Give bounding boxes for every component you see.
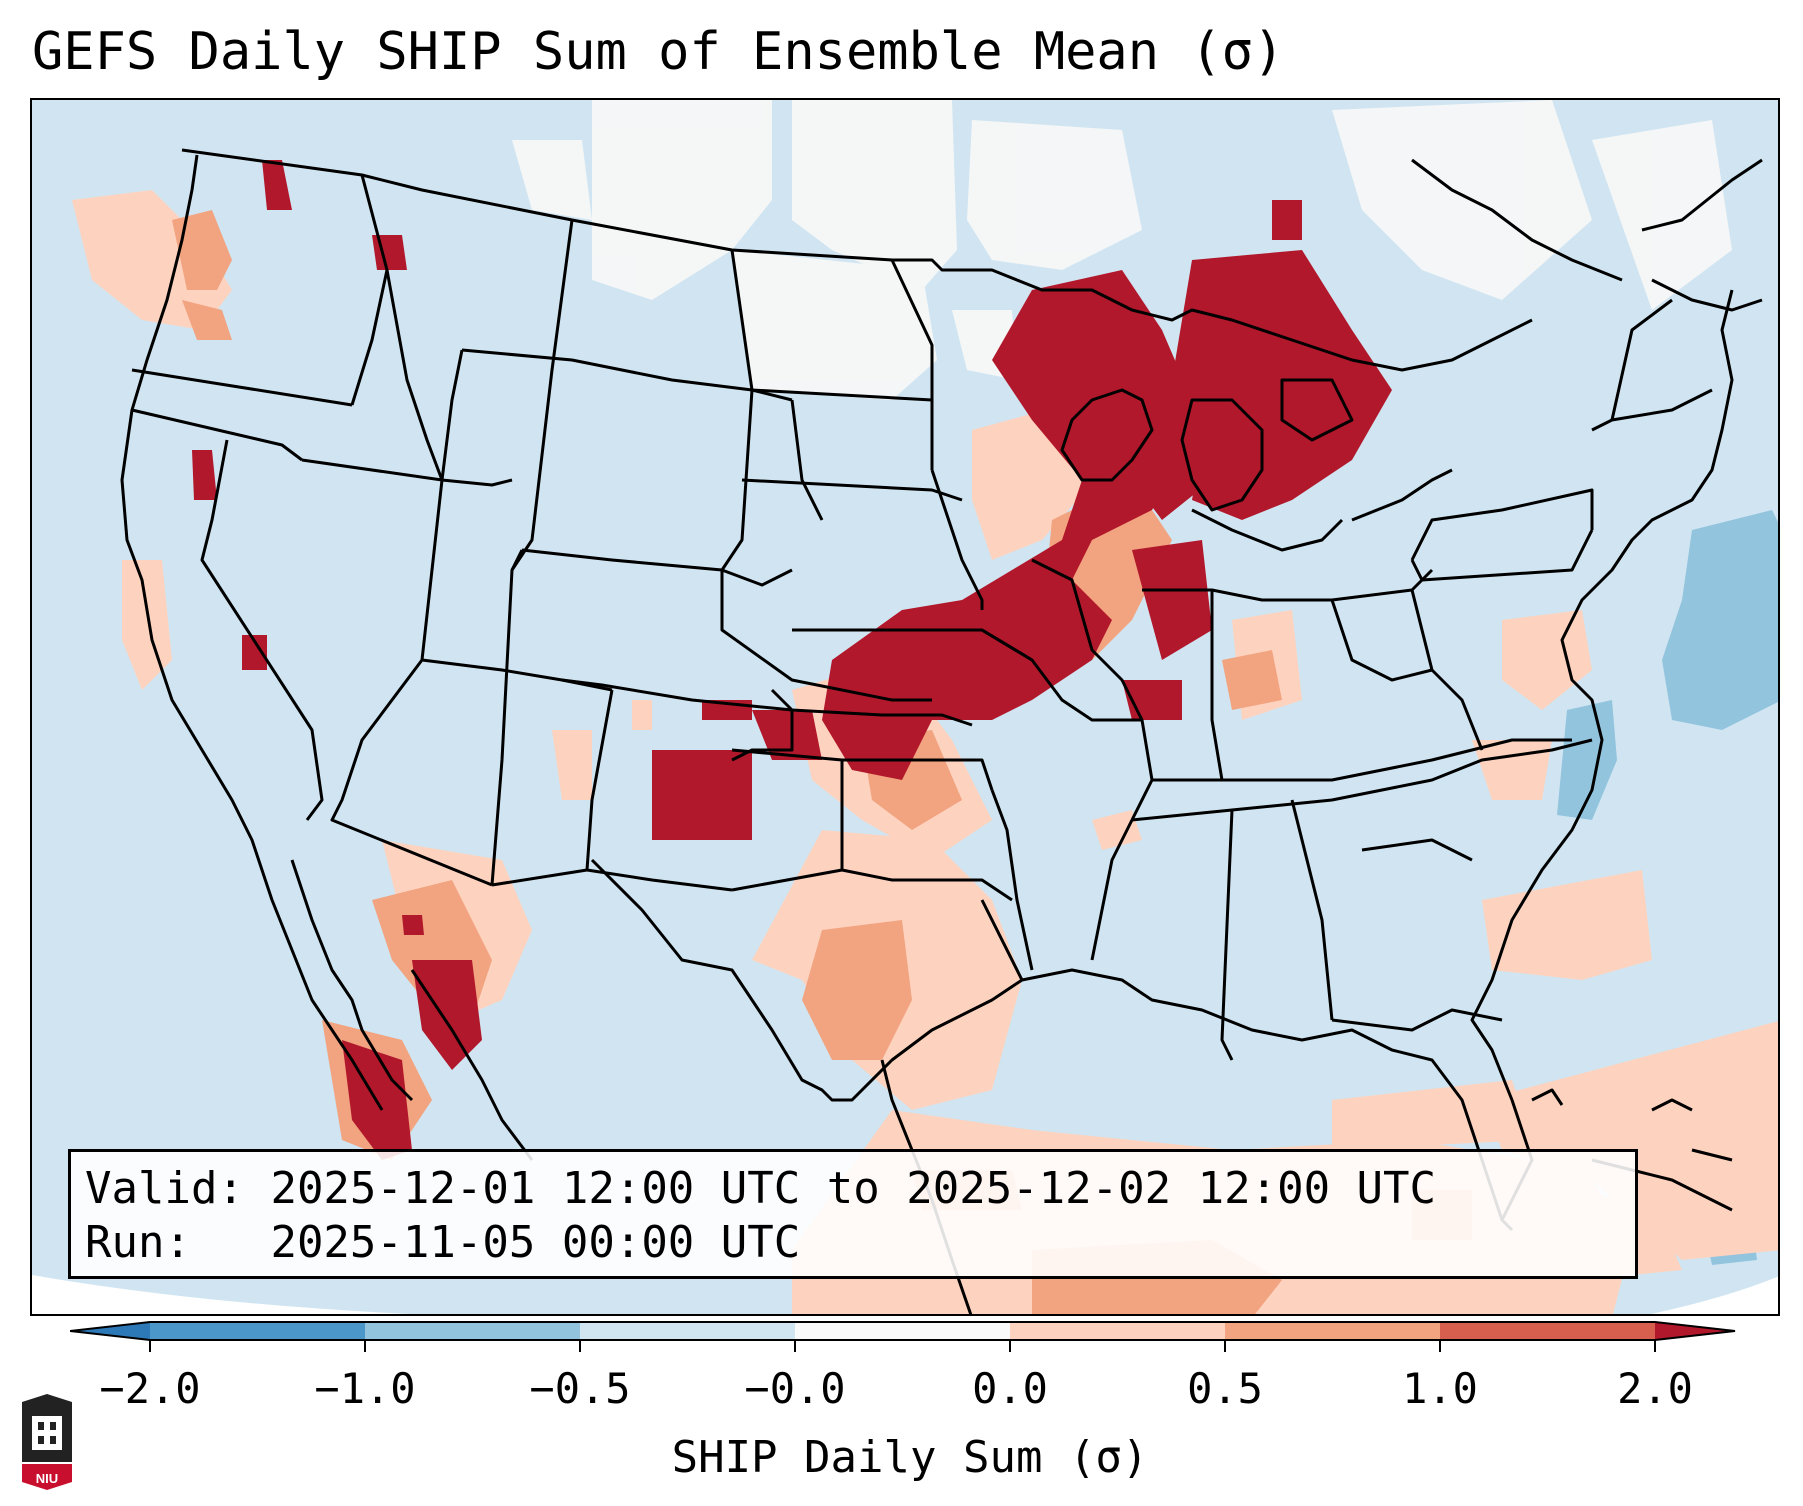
niu-logo-text: NIU xyxy=(35,1471,59,1486)
atlantic-coastline xyxy=(1470,289,1734,1221)
state-border xyxy=(980,899,1024,981)
valid-time-line: Valid: 2025-12-01 12:00 UTC to 2025-12-0… xyxy=(85,1162,1621,1216)
great-lakes-shoreline xyxy=(1351,468,1453,522)
state-border xyxy=(1330,599,1433,682)
state-border xyxy=(131,408,303,462)
canada-coastline xyxy=(1411,158,1623,282)
state-border xyxy=(1410,589,1484,751)
state-border xyxy=(790,399,824,521)
map-canvas xyxy=(32,100,1778,1314)
colorbar xyxy=(70,1321,1736,1352)
great-lakes-shoreline xyxy=(1280,378,1354,442)
run-time-line: Run: 2025-11-05 00:00 UTC xyxy=(85,1216,1621,1270)
pacific-coastline xyxy=(120,154,384,1111)
state-border xyxy=(990,789,1034,971)
baja-coastline xyxy=(290,859,414,1102)
niu-logo-icon xyxy=(22,1394,72,1490)
colorbar-segment xyxy=(150,1322,365,1340)
colorbar-segment xyxy=(1010,1322,1225,1340)
niu-logo: NIU xyxy=(18,1392,76,1492)
us-canada-border xyxy=(181,148,1533,372)
state-border xyxy=(741,478,963,502)
state-border xyxy=(490,549,524,886)
map-title: GEFS Daily SHIP Sum of Ensemble Mean (σ) xyxy=(32,22,1285,82)
state-border xyxy=(1210,590,1224,781)
state-border xyxy=(731,688,794,762)
island-coastline xyxy=(1531,1088,1564,1106)
valid-label: Valid: xyxy=(85,1163,244,1214)
state-border xyxy=(840,760,1013,902)
state-border xyxy=(731,748,994,791)
state-border xyxy=(720,570,932,702)
state-border xyxy=(930,469,984,610)
projection-outside-area xyxy=(32,1275,409,1314)
great-lakes-shoreline xyxy=(1060,388,1154,482)
state-border xyxy=(1152,738,1572,782)
run-value: 2025-11-05 00:00 UTC xyxy=(270,1217,801,1268)
colorbar-label: SHIP Daily Sum (σ) xyxy=(671,1432,1149,1483)
colorbar-tick-label: 2.0 xyxy=(1617,1364,1693,1413)
state-border xyxy=(1142,568,1434,602)
colorbar-tick-label: −0.5 xyxy=(529,1364,631,1413)
island-coastline xyxy=(1691,1148,1733,1162)
great-lakes-shoreline xyxy=(1180,398,1264,512)
state-border xyxy=(1610,298,1673,421)
texas-border xyxy=(590,858,1023,1102)
canada-coastline xyxy=(1651,278,1763,312)
state-border xyxy=(1410,529,1594,582)
canada-coastline xyxy=(1641,158,1763,232)
state-border xyxy=(491,689,614,887)
state-border xyxy=(510,219,574,571)
mexico-coastline xyxy=(410,969,534,1161)
colorbar-tick-label: −1.0 xyxy=(314,1364,416,1413)
island-coastline xyxy=(1651,1098,1693,1112)
colorbar-tick-label: 0.5 xyxy=(1187,1364,1263,1413)
state-border xyxy=(461,348,793,402)
state-border xyxy=(1591,388,1713,432)
state-border xyxy=(421,658,613,692)
valid-value: 2025-12-01 12:00 UTC to 2025-12-02 12:00… xyxy=(270,1163,1437,1214)
colorbar-tick-label: 1.0 xyxy=(1402,1364,1478,1413)
state-border xyxy=(1290,799,1334,1021)
colorbar-tick-label: 0.0 xyxy=(972,1364,1048,1413)
state-border xyxy=(751,388,933,402)
run-label: Run: xyxy=(85,1217,191,1268)
colorbar-extend-low xyxy=(70,1322,150,1340)
state-border xyxy=(440,349,464,481)
state-border xyxy=(521,548,793,587)
state-border xyxy=(330,659,493,887)
colorbar-tick-label: −2.0 xyxy=(99,1364,201,1413)
colorbar-tick-label: −0.0 xyxy=(744,1364,846,1413)
state-border xyxy=(385,269,444,661)
map-panel: Valid: 2025-12-01 12:00 UTC to 2025-12-0… xyxy=(30,98,1780,1316)
state-border xyxy=(720,389,754,571)
colorbar-segment xyxy=(365,1322,580,1340)
valid-run-info-box: Valid: 2025-12-01 12:00 UTC to 2025-12-0… xyxy=(68,1149,1638,1279)
colorbar-segments xyxy=(70,1321,1736,1341)
colorbar-ticks xyxy=(149,1340,1656,1352)
state-border xyxy=(1220,809,1234,1061)
great-lakes-shoreline xyxy=(1191,508,1344,552)
colorbar-segment xyxy=(1440,1322,1655,1340)
state-border xyxy=(350,174,389,406)
mississippi-river-border xyxy=(1031,558,1154,961)
state-border xyxy=(301,458,513,487)
state-border xyxy=(981,628,1142,722)
state-border xyxy=(730,249,754,391)
state-border xyxy=(890,259,934,470)
projection-outside-area xyxy=(1651,1276,1778,1314)
near-zero-anomaly-areas xyxy=(512,100,1732,400)
state-border xyxy=(1331,1008,1503,1032)
state-border xyxy=(731,868,843,892)
state-border xyxy=(1361,838,1473,862)
state-border xyxy=(1410,488,1594,561)
colorbar-segment xyxy=(580,1322,795,1340)
colorbar-extend-high xyxy=(1655,1322,1735,1340)
colorbar-segment xyxy=(795,1322,1010,1340)
state-border xyxy=(131,368,353,407)
colorbar-segment xyxy=(1225,1322,1440,1340)
state-border xyxy=(586,868,733,892)
state-border xyxy=(200,439,324,821)
